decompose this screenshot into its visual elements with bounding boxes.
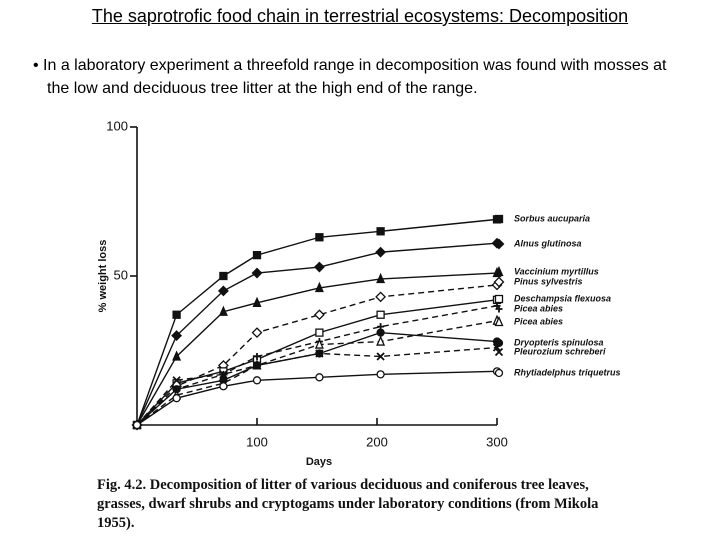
data-point bbox=[217, 285, 229, 297]
legend-label: Picea abies bbox=[514, 316, 563, 326]
data-point bbox=[376, 272, 386, 284]
data-point bbox=[253, 352, 261, 360]
data-point bbox=[252, 250, 262, 260]
x-tick-label: 200 bbox=[366, 434, 388, 449]
legend-label: Dryopteris spinulosa bbox=[514, 337, 604, 347]
data-point bbox=[252, 296, 262, 307]
y-tick-label: 50 bbox=[114, 267, 128, 282]
legend-marker bbox=[494, 315, 504, 327]
data-point bbox=[315, 233, 324, 242]
data-point bbox=[172, 394, 181, 403]
bullet-text: • In a laboratory experiment a threefold… bbox=[33, 57, 667, 97]
x-axis-label: Days bbox=[306, 456, 332, 468]
data-point bbox=[219, 382, 228, 391]
series-line bbox=[136, 299, 498, 426]
series-line bbox=[136, 305, 498, 426]
data-point bbox=[172, 385, 181, 394]
legend-marker bbox=[494, 265, 504, 277]
chart: % weight loss Days 50 100 100 200 300 Sorbus … bbox=[97, 118, 621, 468]
legend-marker bbox=[495, 305, 503, 313]
legend-label: Picea abies bbox=[514, 303, 563, 313]
data-point bbox=[376, 352, 385, 361]
data-point bbox=[376, 335, 386, 346]
legend-marker bbox=[494, 294, 504, 304]
data-point bbox=[172, 310, 181, 319]
data-point bbox=[313, 309, 325, 321]
y-axis-label: % weight loss bbox=[97, 240, 109, 313]
legend-label: Rhytiadelphus triquetrus bbox=[514, 367, 621, 377]
bullet-content: In a laboratory experiment a threefold r… bbox=[43, 57, 667, 97]
series-line bbox=[136, 272, 498, 426]
legend-label: Vaccinium myrtillus bbox=[514, 266, 599, 276]
data-point bbox=[252, 376, 262, 385]
data-point bbox=[375, 246, 387, 258]
y-tick-label: 100 bbox=[106, 118, 128, 133]
x-tick-label: 300 bbox=[486, 434, 508, 449]
figure-caption: Fig. 4.2. Decomposition of litter of var… bbox=[97, 477, 599, 531]
data-point bbox=[219, 370, 228, 379]
legend-label: Pleurozium schreberi bbox=[514, 346, 606, 356]
data-point bbox=[171, 330, 183, 342]
data-point bbox=[172, 350, 182, 361]
data-point bbox=[313, 261, 325, 273]
data-point bbox=[492, 343, 502, 352]
data-point bbox=[251, 267, 263, 279]
x-tick-label: 100 bbox=[246, 434, 268, 449]
legend-label: Pinus sylvestris bbox=[514, 276, 583, 286]
legend-marker bbox=[494, 368, 504, 378]
legend-marker bbox=[493, 276, 505, 288]
legend-label: Sorbus aucuparia bbox=[514, 213, 590, 223]
data-point bbox=[376, 310, 385, 319]
data-point bbox=[172, 376, 181, 385]
legend-label: Deschampsia flexuosa bbox=[514, 293, 611, 303]
data-point bbox=[251, 327, 263, 339]
data-point bbox=[315, 349, 324, 358]
legend-marker bbox=[493, 238, 505, 250]
data-point bbox=[219, 271, 228, 281]
legend-marker bbox=[494, 214, 504, 224]
data-point bbox=[375, 291, 387, 303]
slide-title: The saprotrofic food chain in terrestria… bbox=[91, 6, 629, 26]
data-point bbox=[252, 361, 262, 370]
data-point bbox=[314, 281, 324, 293]
data-point bbox=[314, 338, 324, 349]
data-point bbox=[376, 227, 385, 236]
legend-label: Alnus glutinosa bbox=[513, 238, 582, 248]
legend-marker bbox=[494, 347, 504, 357]
data-point bbox=[218, 305, 228, 316]
data-point bbox=[315, 373, 324, 382]
data-point bbox=[376, 370, 385, 379]
data-point bbox=[376, 328, 385, 337]
data-point bbox=[132, 420, 142, 430]
data-point bbox=[315, 328, 324, 337]
